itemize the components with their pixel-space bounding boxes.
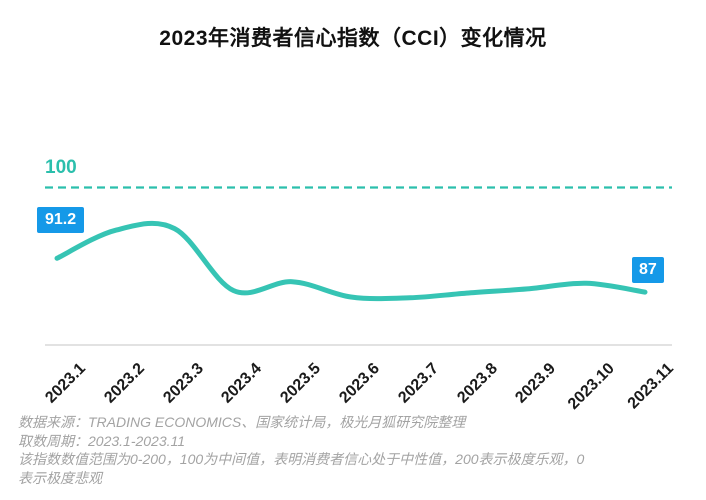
footnote-line: 该指数数值范围为0-200，100为中间值，表明消费者信心处于中性值，200表示…: [18, 451, 585, 467]
last-point-value-label: 87: [632, 257, 664, 283]
footnote-line: 表示极度悲观: [18, 469, 102, 486]
footnote-line: 数据来源：TRADING ECONOMICS、国家统计局，极光月狐研究院整理: [18, 414, 466, 430]
footnote-line: 取数周期：2023.1-2023.11: [18, 432, 186, 449]
cci-series-line: [54, 220, 648, 302]
footnotes: 数据来源：TRADING ECONOMICS、国家统计局，极光月狐研究院整理 取数…: [18, 413, 702, 487]
chart-title: 2023年消费者信心指数（CCI）变化情况: [159, 27, 547, 50]
x-axis-label: 2023.11: [624, 360, 678, 413]
first-point-value-label: 91.2: [37, 207, 85, 233]
reference-line-label: 100: [45, 157, 77, 178]
